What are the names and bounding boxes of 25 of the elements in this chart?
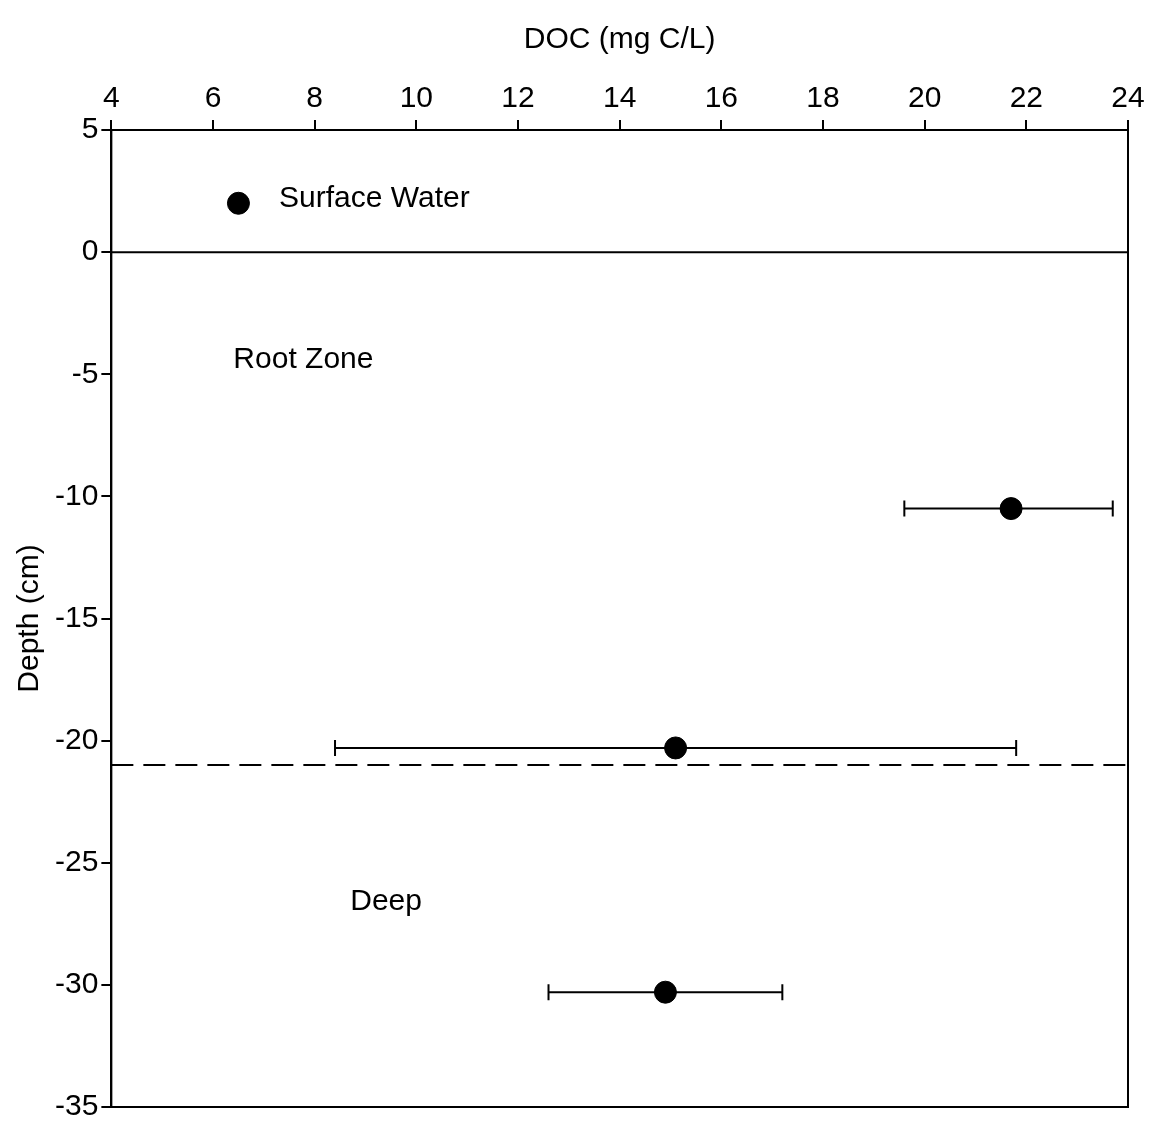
x-tick-label: 6 [204, 80, 222, 114]
x-tick-label: 8 [306, 80, 324, 114]
y-axis-title: Depth (cm) [11, 544, 45, 693]
x-tick-label: 18 [806, 80, 840, 114]
y-tick-label: 5 [81, 111, 99, 145]
annotation: Deep [350, 883, 422, 917]
y-tick-label: -15 [55, 599, 99, 633]
y-tick-label: -20 [55, 721, 99, 755]
annotation: Surface Water [279, 179, 470, 213]
y-tick-label: -25 [55, 844, 99, 878]
x-tick-label: 22 [1009, 80, 1044, 114]
y-tick-label: -10 [55, 477, 99, 511]
y-tick-label: 0 [81, 233, 99, 267]
x-tick-label: 16 [704, 80, 739, 114]
y-tick-label: -35 [55, 1088, 99, 1122]
x-tick-label: 12 [501, 80, 535, 114]
x-tick-label: 20 [907, 80, 942, 114]
annotation: Root Zone [233, 340, 374, 374]
y-tick-label: -5 [71, 355, 99, 389]
x-axis-title: DOC (mg C/L) [523, 21, 716, 55]
x-tick-label: 10 [399, 80, 434, 114]
x-tick-label: 4 [103, 80, 120, 114]
x-tick-label: 14 [602, 80, 637, 114]
y-tick-label: -30 [55, 966, 99, 1000]
x-tick-label: 24 [1111, 80, 1145, 114]
